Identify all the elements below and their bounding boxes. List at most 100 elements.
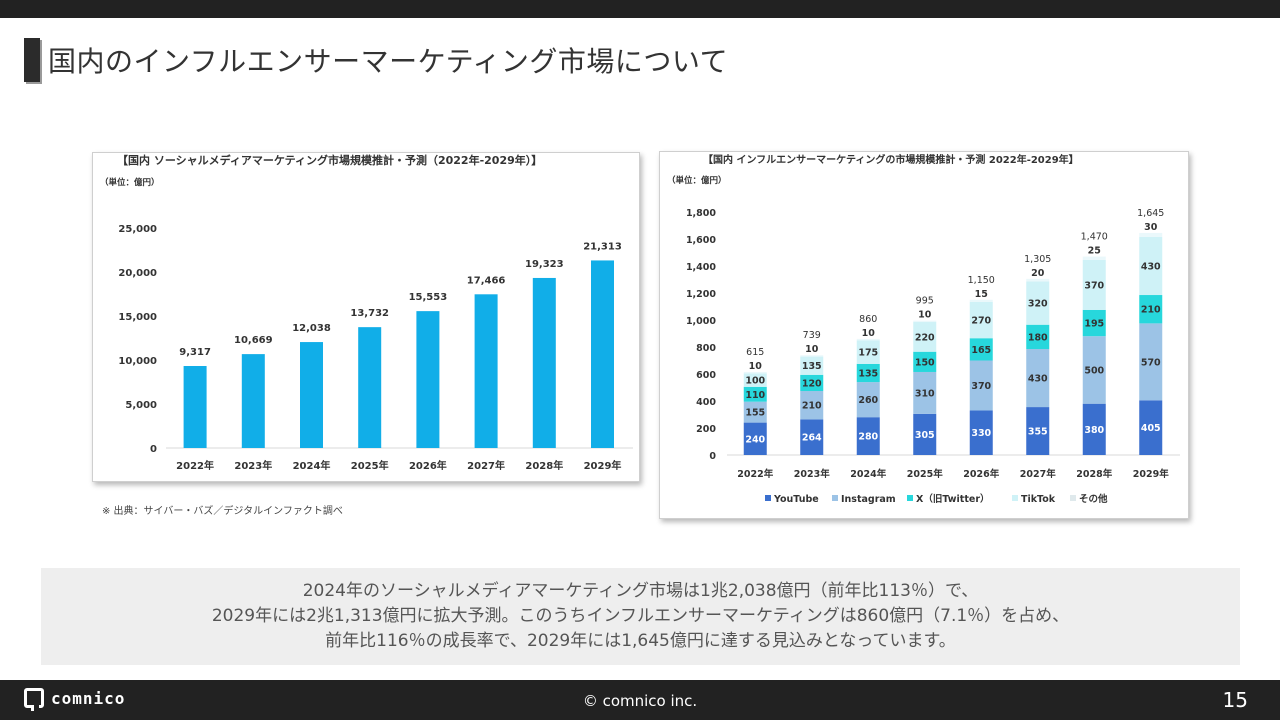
chart2-ytick-label: 400 bbox=[696, 397, 716, 408]
chart1-category-label: 2026年 bbox=[409, 459, 447, 472]
chart2-segment-x bbox=[800, 374, 824, 392]
chart2-data-label-instagram: 570 bbox=[1141, 357, 1161, 368]
chart1-title: 【国内 ソーシャルメディアマーケティング市場規模推計・予測（2022年-2029… bbox=[117, 153, 542, 167]
chart2-data-label-youtube: 280 bbox=[858, 432, 878, 443]
chart2-data-label-youtube: 330 bbox=[971, 428, 991, 439]
chart2-segment-other bbox=[1082, 256, 1106, 260]
chart2-ytick-label: 1,800 bbox=[686, 208, 716, 219]
chart2-legend-label-instagram: Instagram bbox=[841, 494, 896, 505]
chart2-segment-youtube bbox=[856, 417, 880, 455]
chart2-legend-swatch-x bbox=[907, 495, 913, 501]
chart2-data-label-tiktok: 135 bbox=[802, 361, 822, 372]
chart1-data-label: 19,323 bbox=[525, 259, 564, 270]
chart1-unit: （単位：億円） bbox=[100, 177, 160, 188]
top-bar bbox=[0, 0, 1280, 18]
chart2-legend-label-tiktok: TikTok bbox=[1021, 494, 1056, 505]
chart2-segment-instagram bbox=[800, 391, 824, 420]
chart2-data-label-instagram: 430 bbox=[1028, 374, 1048, 385]
chart2-segment-instagram bbox=[856, 382, 880, 418]
company-logo: comnico bbox=[24, 688, 125, 711]
chart2-data-label-tiktok: 175 bbox=[858, 348, 878, 359]
summary-line-3: 前年比116％の成長率で、2029年には1,645億円に達する見込みとなっていま… bbox=[325, 631, 956, 651]
chart2-segment-tiktok bbox=[856, 340, 880, 364]
chart2-category-label: 2026年 bbox=[963, 468, 999, 480]
chart2-legend-swatch-instagram bbox=[832, 495, 838, 501]
chart1-category-label: 2024年 bbox=[293, 459, 331, 472]
chart2-segment-instagram bbox=[743, 401, 767, 423]
chart2-data-label-tiktok: 430 bbox=[1141, 262, 1161, 273]
summary-line-2: 2029年には2兆1,313億円に拡大予測。このうちインフルエンサーマーケティン… bbox=[211, 606, 1070, 626]
chart2-data-label-instagram: 370 bbox=[971, 381, 991, 392]
chart1-data-label: 12,038 bbox=[292, 323, 331, 334]
summary-line-1: 2024年のソーシャルメディアマーケティング市場は1兆2,038億円（前年比11… bbox=[302, 581, 979, 601]
chart2-segment-instagram bbox=[969, 360, 993, 411]
chart2-data-label-x: 135 bbox=[858, 368, 878, 379]
chart2-segment-other bbox=[743, 371, 767, 374]
influencer-market-chart-svg: 【国内 インフルエンサーマーケティングの市場規模推計・予測 2022年-2029… bbox=[667, 153, 1180, 505]
chart2-data-label-instagram: 210 bbox=[802, 401, 822, 412]
chart2-ytick-label: 1,200 bbox=[686, 289, 716, 300]
chart2-segment-tiktok bbox=[743, 373, 767, 387]
chart1-bar bbox=[300, 342, 323, 448]
chart2-segment-youtube bbox=[743, 422, 767, 455]
chart2-data-label-tiktok: 270 bbox=[971, 316, 991, 327]
source-note: ※ 出典：サイバー・バズ／デジタルインファクト調べ bbox=[102, 506, 343, 517]
chart2-data-label-other: 10 bbox=[805, 344, 819, 355]
chart2-legend-label-x: X（旧Twitter） bbox=[916, 493, 990, 505]
chart1-ytick-label: 15,000 bbox=[118, 312, 157, 323]
summary-box: 2024年のソーシャルメディアマーケティング市場は1兆2,038億円（前年比11… bbox=[41, 568, 1240, 665]
chart2-ytick-label: 1,000 bbox=[686, 316, 716, 327]
chart2-data-label-tiktok: 100 bbox=[745, 376, 765, 387]
chart2-total-label: 860 bbox=[859, 314, 877, 325]
chart2-data-label-instagram: 500 bbox=[1084, 365, 1104, 376]
chart2-segment-x bbox=[1139, 295, 1163, 324]
chart1-bar bbox=[532, 277, 556, 448]
chart2-category-label: 2029年 bbox=[1133, 468, 1169, 480]
chart2-legend-swatch-other bbox=[1070, 495, 1076, 501]
chart2-segment-other bbox=[856, 338, 880, 341]
page-number: 15 bbox=[1222, 688, 1248, 712]
social-media-market-chart: 【国内 ソーシャルメディアマーケティング市場規模推計・予測（2022年-2029… bbox=[92, 152, 640, 482]
chart1-ytick-label: 25,000 bbox=[118, 224, 157, 235]
chart2-segment-instagram bbox=[1082, 336, 1106, 404]
chart2-segment-x bbox=[1026, 324, 1050, 350]
chart2-data-label-other: 20 bbox=[1031, 268, 1045, 279]
chart1-bar bbox=[474, 294, 498, 448]
chart1-data-label: 15,553 bbox=[409, 292, 448, 303]
chart2-data-label-youtube: 405 bbox=[1141, 423, 1161, 434]
chart2-category-label: 2024年 bbox=[850, 468, 886, 480]
chart2-total-label: 739 bbox=[803, 330, 821, 341]
chart1-bar bbox=[416, 311, 440, 448]
chart2-data-label-tiktok: 320 bbox=[1028, 299, 1048, 310]
chart2-segment-tiktok bbox=[1139, 236, 1163, 296]
chart1-bar bbox=[591, 260, 614, 448]
chart2-segment-x bbox=[1082, 309, 1106, 337]
chart2-segment-other bbox=[1139, 232, 1163, 237]
chart2-data-label-youtube: 264 bbox=[802, 433, 822, 444]
chart2-segment-x bbox=[743, 386, 767, 402]
chart2-segment-instagram bbox=[1139, 323, 1163, 401]
chart2-segment-other bbox=[1026, 278, 1050, 282]
chart2-total-label: 1,645 bbox=[1137, 208, 1164, 219]
chart2-segment-other bbox=[969, 299, 993, 302]
chart2-data-label-x: 150 bbox=[915, 357, 935, 368]
chart2-segment-youtube bbox=[913, 413, 937, 455]
chart2-data-label-youtube: 355 bbox=[1028, 427, 1048, 438]
chart1-data-label: 9,317 bbox=[179, 347, 211, 358]
chart2-segment-tiktok bbox=[1082, 259, 1106, 310]
chart2-segment-youtube bbox=[800, 419, 824, 455]
chart2-data-label-other: 30 bbox=[1144, 222, 1158, 233]
chart2-total-label: 995 bbox=[916, 296, 934, 307]
chart1-bar bbox=[358, 327, 382, 448]
influencer-market-chart: 【国内 インフルエンサーマーケティングの市場規模推計・予測 2022年-2029… bbox=[659, 151, 1189, 519]
copyright: © comnico inc. bbox=[582, 692, 698, 710]
chart1-bar bbox=[183, 366, 207, 448]
chart2-category-label: 2025年 bbox=[907, 468, 943, 480]
chart2-data-label-x: 165 bbox=[971, 345, 991, 356]
chart2-data-label-other: 10 bbox=[862, 328, 876, 339]
chart2-total-label: 1,150 bbox=[968, 275, 995, 286]
chart2-data-label-instagram: 155 bbox=[745, 408, 765, 419]
chart2-data-label-x: 180 bbox=[1028, 332, 1048, 343]
chart2-segment-x bbox=[856, 363, 880, 383]
chart2-segment-youtube bbox=[1026, 407, 1050, 455]
